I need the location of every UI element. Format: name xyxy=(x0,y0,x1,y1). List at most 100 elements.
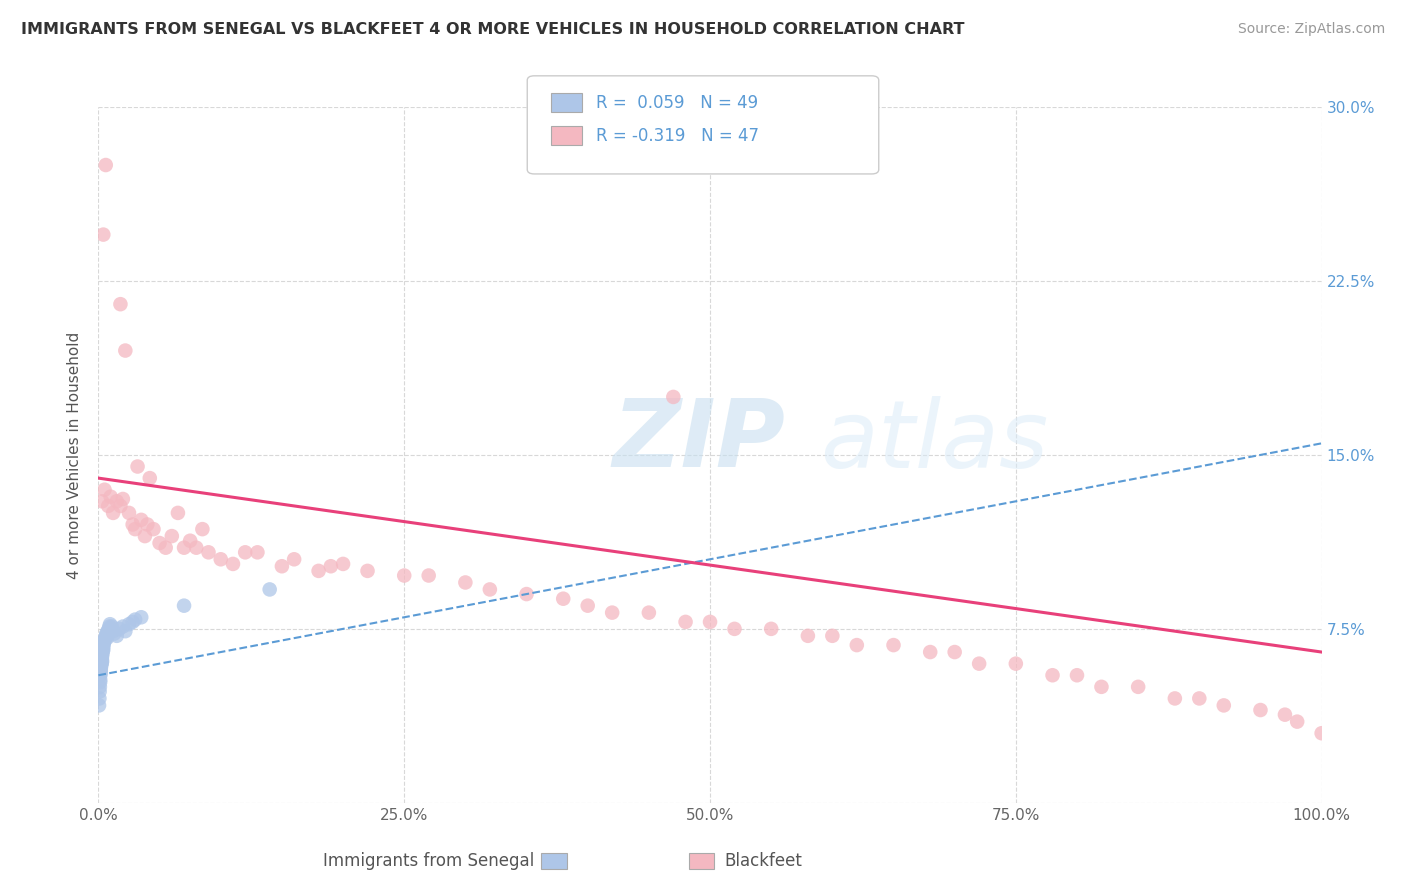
Point xyxy=(478,582,501,597)
Point xyxy=(91,649,114,664)
Point xyxy=(89,675,111,690)
Point xyxy=(89,684,111,698)
Point xyxy=(191,522,214,536)
Point xyxy=(553,591,575,606)
Text: R = -0.319   N = 47: R = -0.319 N = 47 xyxy=(596,127,759,145)
Point xyxy=(160,529,183,543)
Text: Blackfeet: Blackfeet xyxy=(724,852,801,870)
Point xyxy=(883,638,905,652)
Point xyxy=(90,654,112,668)
Point xyxy=(90,652,112,666)
Point xyxy=(233,545,256,559)
Point xyxy=(142,522,165,536)
Point xyxy=(127,459,149,474)
Point xyxy=(516,587,538,601)
Point xyxy=(600,606,623,620)
Point xyxy=(1286,714,1309,729)
Point xyxy=(121,517,143,532)
Point xyxy=(93,483,115,497)
Point xyxy=(283,552,305,566)
Point xyxy=(97,499,120,513)
Point xyxy=(96,631,118,645)
Point xyxy=(110,297,132,311)
Point xyxy=(1250,703,1272,717)
Text: Immigrants from Senegal: Immigrants from Senegal xyxy=(323,852,534,870)
Point xyxy=(93,636,115,650)
Point xyxy=(90,661,112,675)
Point xyxy=(103,626,125,640)
Point xyxy=(1310,726,1333,740)
Point xyxy=(98,619,121,633)
Point xyxy=(259,582,281,597)
Point xyxy=(845,638,868,652)
Point xyxy=(100,622,122,636)
Point xyxy=(101,506,124,520)
Point xyxy=(114,343,136,358)
Point xyxy=(93,638,115,652)
Point xyxy=(105,494,128,508)
Point xyxy=(332,557,354,571)
Point xyxy=(91,642,114,657)
Text: Source: ZipAtlas.com: Source: ZipAtlas.com xyxy=(1237,22,1385,37)
Point xyxy=(91,494,114,508)
Point xyxy=(93,633,115,648)
Point xyxy=(98,617,121,632)
Point xyxy=(356,564,378,578)
Point xyxy=(124,613,146,627)
Point xyxy=(675,615,697,629)
Point xyxy=(97,622,120,636)
Point xyxy=(111,491,134,506)
Point xyxy=(90,657,112,671)
Point xyxy=(93,633,115,648)
Point xyxy=(91,654,114,668)
Point xyxy=(111,619,134,633)
Text: R =  0.059   N = 49: R = 0.059 N = 49 xyxy=(596,94,758,112)
Point xyxy=(1004,657,1026,671)
Point xyxy=(97,624,120,639)
Point xyxy=(94,629,117,643)
Point xyxy=(1188,691,1211,706)
Point xyxy=(1090,680,1112,694)
Point xyxy=(418,568,440,582)
Point xyxy=(87,698,110,713)
Point xyxy=(91,648,114,662)
Point xyxy=(91,642,114,657)
Point xyxy=(1274,707,1296,722)
Y-axis label: 4 or more Vehicles in Household: 4 or more Vehicles in Household xyxy=(67,331,83,579)
Point xyxy=(101,624,124,639)
Point xyxy=(1042,668,1064,682)
Point xyxy=(1212,698,1234,713)
Text: atlas: atlas xyxy=(820,395,1049,486)
Point xyxy=(197,545,219,559)
Point xyxy=(100,490,122,504)
Point xyxy=(89,668,111,682)
Point xyxy=(319,559,342,574)
Point xyxy=(173,541,195,555)
Point xyxy=(699,615,721,629)
Point xyxy=(90,659,112,673)
Point xyxy=(149,536,172,550)
Point xyxy=(270,559,294,574)
Point xyxy=(576,599,599,613)
Point xyxy=(94,631,117,645)
Point xyxy=(134,529,156,543)
Point xyxy=(209,552,232,566)
Point xyxy=(91,645,114,659)
Point xyxy=(89,673,111,687)
Point xyxy=(246,545,269,559)
Point xyxy=(943,645,966,659)
Point xyxy=(186,541,208,555)
Point xyxy=(91,640,114,655)
Point xyxy=(1066,668,1088,682)
Point xyxy=(222,557,245,571)
Point xyxy=(797,629,820,643)
Point xyxy=(662,390,685,404)
Text: IMMIGRANTS FROM SENEGAL VS BLACKFEET 4 OR MORE VEHICLES IN HOUSEHOLD CORRELATION: IMMIGRANTS FROM SENEGAL VS BLACKFEET 4 O… xyxy=(21,22,965,37)
Point xyxy=(91,227,114,242)
Point xyxy=(114,624,136,639)
Point xyxy=(94,158,117,172)
Point xyxy=(167,506,190,520)
Point xyxy=(101,619,124,633)
Point xyxy=(90,664,112,678)
Point xyxy=(89,691,111,706)
